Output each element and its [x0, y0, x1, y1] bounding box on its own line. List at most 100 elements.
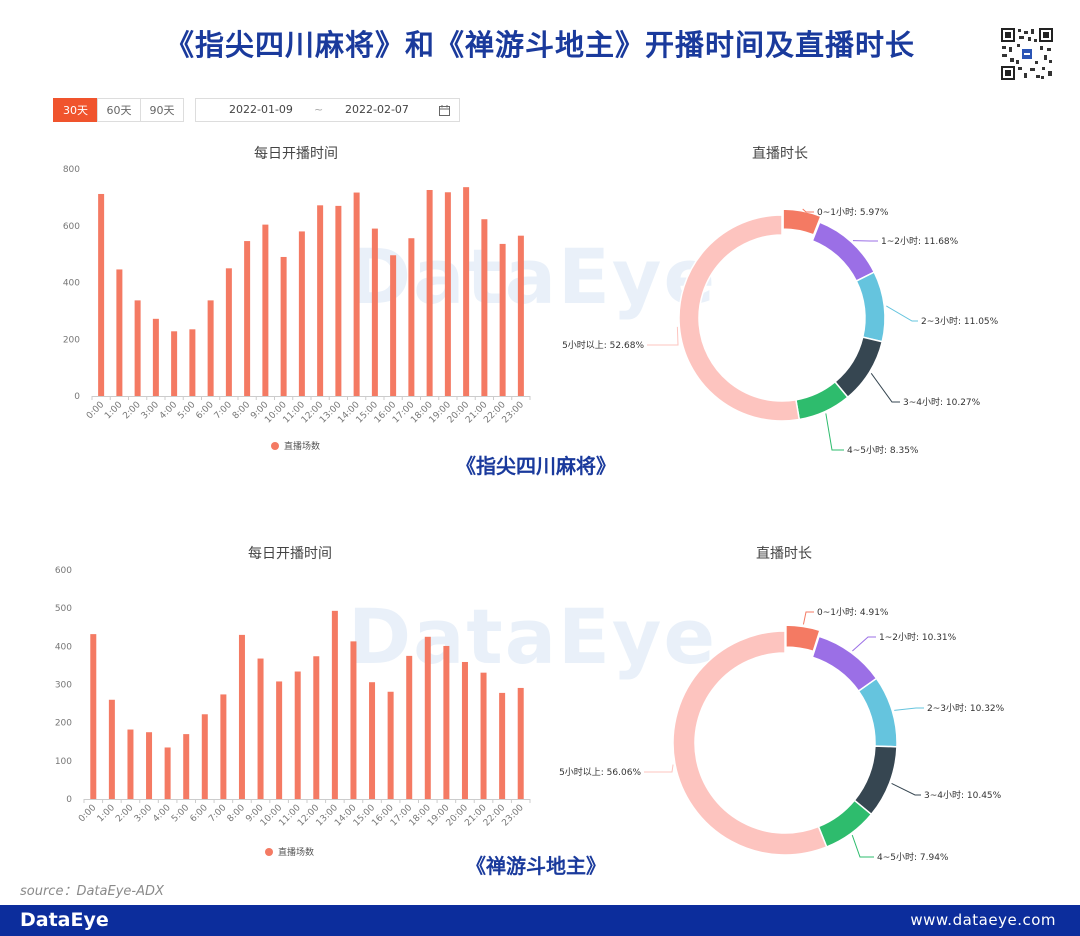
bar-chart-2-bar: [387, 691, 394, 799]
bar-chart-1-xtick-label: 7:00: [213, 400, 235, 422]
bar-chart-1-bar: [353, 192, 360, 396]
bar-chart-2-xtick-label: 6:00: [189, 803, 211, 825]
bar-chart-2-ytick-label: 600: [55, 566, 72, 576]
bar-chart-2-bar: [517, 687, 524, 799]
donut-chart-title-2: 直播时长: [756, 546, 812, 562]
donut-chart-1-label: 5小时以上: 52.68%: [562, 339, 644, 351]
tab-30-days[interactable]: 30天: [53, 98, 98, 122]
bar-chart-2-legend-label: 直播场数: [278, 846, 314, 858]
bar-chart-2-bar: [276, 681, 283, 799]
bar-chart-2-bar: [350, 641, 357, 799]
footer-logo: DataEye: [20, 909, 109, 931]
bar-chart-1-ytick-label: 400: [63, 279, 80, 289]
bar-chart-1-bar: [335, 205, 342, 396]
donut-chart-2-leader-line: [851, 834, 874, 858]
bar-chart-1-bar: [463, 187, 470, 396]
donut-chart-title-1: 直播时长: [752, 146, 808, 162]
bar-chart-1-ytick-label: 800: [63, 165, 80, 175]
tab-90-days[interactable]: 90天: [140, 98, 184, 122]
bar-chart-2-xtick-label: 8:00: [226, 803, 248, 825]
game-title-2: 《禅游斗地主》: [466, 854, 606, 878]
bar-chart-2-bar: [183, 734, 190, 799]
bar-chart-1-xtick-label: 3:00: [140, 400, 162, 422]
bar-chart-1-xtick-label: 6:00: [194, 400, 216, 422]
bar-chart-1-bar: [262, 224, 269, 396]
bar-chart-1-bar: [189, 329, 196, 396]
bar-chart-1-xtick-label: 1:00: [103, 400, 125, 422]
donut-chart-1-slice: [795, 380, 849, 421]
bar-chart-2-xtick-label: 1:00: [96, 803, 118, 825]
bar-chart-2-xtick-label: 0:00: [77, 803, 99, 825]
bar-chart-1-bar: [390, 255, 397, 396]
bar-chart-2-bar: [108, 699, 115, 799]
bar-chart-2-ytick-label: 400: [55, 642, 72, 652]
bar-chart-2-bar: [201, 714, 208, 799]
footer-url[interactable]: www.dataeye.com: [910, 911, 1056, 929]
bar-chart-2-bar: [331, 610, 338, 799]
donut-chart-2-slice: [817, 799, 873, 848]
bar-chart-1-bar: [280, 256, 287, 396]
bar-chart-1-bar: [317, 205, 324, 396]
bar-chart-2-bar: [443, 645, 450, 799]
bar-chart-2-ytick-label: 200: [55, 719, 72, 729]
donut-chart-2-slice: [853, 745, 898, 816]
donut-chart-2-label: 3~4小时: 10.45%: [924, 789, 1002, 801]
donut-chart-1-label: 1~2小时: 11.68%: [881, 235, 959, 247]
bar-chart-2-bar: [257, 658, 264, 799]
bar-chart-1-xtick-label: 8:00: [231, 400, 253, 422]
bar-chart-1-bar: [116, 269, 123, 396]
donut-chart-2-label: 1~2小时: 10.31%: [879, 631, 957, 643]
bar-chart-1-bar: [225, 268, 232, 396]
date-range-picker[interactable]: 2022-01-09 ~ 2022-02-07: [195, 98, 460, 122]
bar-chart-1-xtick-label: 4:00: [158, 400, 180, 422]
bar-chart-2-xtick-label: 7:00: [207, 803, 229, 825]
bar-chart-2-bar: [461, 661, 468, 799]
bar-chart-1-legend-label: 直播场数: [284, 440, 320, 452]
donut-chart-1-label: 3~4小时: 10.27%: [903, 396, 981, 408]
bar-chart-2-bar: [146, 732, 153, 799]
bar-chart-1-xtick-label: 2:00: [121, 400, 143, 422]
bar-chart-1-bar: [152, 318, 159, 396]
bar-chart-2-bar: [480, 672, 487, 799]
bar-chart-1-bar: [134, 300, 141, 396]
donut-chart-2-leader-line: [891, 782, 921, 796]
period-tabs: 30天 60天 90天: [53, 98, 184, 122]
bar-chart-2-bar: [164, 747, 171, 799]
date-end[interactable]: 2022-02-07: [345, 103, 409, 116]
bar-chart-1-bar: [481, 219, 488, 396]
donut-chart-2-slice: [811, 635, 878, 693]
bar-chart-2-bar: [424, 636, 431, 799]
donut-chart-1-leader-line: [825, 413, 844, 451]
bar-chart-1: 0 200 400 600 800 0:001:002:003:004:005:006:0…: [63, 165, 531, 452]
bar-chart-1-bar: [244, 241, 251, 396]
bar-chart-2-bar: [238, 634, 245, 799]
donut-chart-1-slice: [855, 271, 886, 343]
bar-chart-2-bar: [313, 656, 320, 799]
bar-chart-title-1: 每日开播时间: [254, 146, 338, 162]
donut-chart-2-label: 2~3小时: 10.32%: [927, 702, 1005, 714]
bar-chart-2: 0 100 200 300 400 500 600 0:001:002:003:004:005…: [55, 566, 531, 858]
donut-chart-1-slice: [833, 336, 884, 399]
bar-chart-1-ytick-label: 200: [63, 335, 80, 345]
bar-chart-2-bar: [369, 682, 376, 799]
bar-chart-2-bar: [499, 692, 506, 799]
bar-chart-1-bar: [98, 193, 105, 396]
bar-chart-1-bar: [207, 300, 214, 396]
donut-chart-1-slice: [678, 214, 801, 422]
source-note: source：DataEye-ADX: [20, 884, 164, 899]
donut-chart-1-slice: [782, 208, 822, 236]
bar-chart-1-ytick-label: 0: [74, 392, 80, 402]
donut-chart-1-label: 4~5小时: 8.35%: [847, 444, 919, 456]
bar-chart-1-bar: [444, 192, 451, 396]
tab-60-days[interactable]: 60天: [97, 98, 141, 122]
bar-chart-1-bar: [408, 238, 415, 396]
bar-chart-2-bar: [294, 671, 301, 799]
bar-chart-1-xtick-label: 23:00: [501, 400, 527, 426]
date-start[interactable]: 2022-01-09: [229, 103, 293, 116]
donut-chart-2-slice: [785, 624, 821, 653]
game-title-1: 《指尖四川麻将》: [456, 454, 616, 478]
calendar-icon[interactable]: [439, 105, 450, 116]
donut-chart-1-slice: [811, 221, 876, 283]
donut-chart-2-leader-line: [802, 611, 814, 625]
page-title: 《指尖四川麻将》和《禅游斗地主》开播时间及直播时长: [164, 28, 915, 62]
